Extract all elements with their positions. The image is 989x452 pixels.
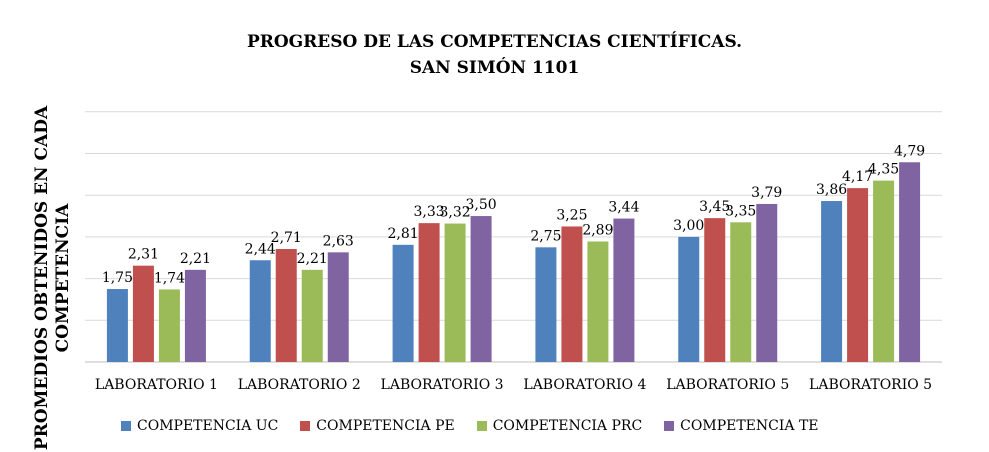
bar bbox=[132, 265, 154, 362]
data-label: 3,50 bbox=[465, 197, 496, 213]
data-label: 4,35 bbox=[868, 162, 899, 178]
x-tick-label: LABORATORIO 1 bbox=[95, 377, 218, 393]
data-label: 2,44 bbox=[245, 241, 276, 257]
legend-swatch bbox=[300, 421, 311, 431]
data-label: 3,79 bbox=[751, 185, 782, 201]
bar bbox=[327, 252, 349, 362]
bar bbox=[756, 203, 778, 362]
data-label: 2,75 bbox=[530, 228, 561, 244]
chart-title-line-2: SAN SIMÓN 1101 bbox=[409, 58, 580, 78]
data-label: 2,31 bbox=[128, 247, 159, 263]
legend: COMPETENCIA UC COMPETENCIA PE COMPETENCIA … bbox=[121, 418, 841, 434]
bar bbox=[249, 260, 271, 362]
data-label: 3,45 bbox=[699, 199, 730, 215]
data-label: 1,75 bbox=[102, 270, 133, 286]
bar bbox=[158, 289, 180, 362]
bar bbox=[678, 236, 700, 362]
legend-label: COMPETENCIA PRC bbox=[492, 418, 643, 434]
data-label: 3,33 bbox=[413, 204, 444, 220]
data-label: 3,86 bbox=[816, 182, 847, 198]
bar bbox=[106, 289, 128, 362]
bar bbox=[444, 223, 466, 362]
x-tick-label: LABORATORIO 2 bbox=[238, 377, 361, 393]
data-label: 2,63 bbox=[323, 233, 354, 249]
bar bbox=[418, 223, 440, 362]
data-label: 1,74 bbox=[154, 270, 185, 286]
bar bbox=[613, 218, 635, 362]
bar bbox=[275, 248, 297, 362]
data-label: 3,44 bbox=[608, 200, 639, 216]
data-label: 3,35 bbox=[725, 203, 756, 219]
bar bbox=[301, 269, 323, 362]
legend-item: COMPETENCIA TE bbox=[664, 418, 819, 434]
legend-swatch bbox=[476, 421, 487, 431]
data-label: 2,21 bbox=[180, 251, 211, 267]
legend-label: COMPETENCIA UC bbox=[137, 418, 279, 434]
data-label: 4,79 bbox=[894, 143, 925, 159]
legend-label: COMPETENCIA TE bbox=[680, 418, 819, 434]
data-label: 2,71 bbox=[271, 230, 302, 246]
bar bbox=[184, 269, 206, 362]
bar bbox=[847, 188, 869, 362]
bar bbox=[704, 218, 726, 362]
bar bbox=[392, 244, 414, 362]
data-label: 4,17 bbox=[842, 169, 873, 185]
x-tick-label: LABORATORIO 5 bbox=[666, 377, 789, 393]
bar bbox=[535, 247, 557, 362]
x-tick-label: LABORATORIO 3 bbox=[381, 377, 504, 393]
legend-swatch bbox=[121, 421, 131, 431]
x-tick-label: LABORATORIO 5 bbox=[809, 377, 932, 393]
legend-item: COMPETENCIA UC bbox=[121, 418, 278, 434]
chart-title-line-1: PROGRESO DE LAS COMPETENCIAS CIENTÍFICAS… bbox=[246, 32, 743, 52]
bar bbox=[873, 180, 895, 362]
bar bbox=[470, 216, 492, 362]
legend-swatch bbox=[664, 421, 675, 431]
data-label: 2,21 bbox=[297, 251, 328, 267]
legend-label: COMPETENCIA PE bbox=[316, 418, 455, 434]
data-label: 3,32 bbox=[439, 205, 470, 221]
data-label: 3,00 bbox=[673, 218, 704, 234]
data-label: 3,25 bbox=[556, 207, 587, 223]
legend-item: COMPETENCIA PRC bbox=[476, 418, 643, 434]
bar bbox=[821, 201, 843, 362]
data-label: 2,89 bbox=[582, 222, 613, 238]
bar bbox=[587, 241, 609, 362]
data-label: 2,81 bbox=[387, 226, 418, 242]
bar bbox=[730, 222, 752, 362]
bar bbox=[899, 162, 921, 362]
legend-item: COMPETENCIA PE bbox=[300, 418, 455, 434]
x-tick-label: LABORATORIO 4 bbox=[523, 377, 646, 393]
bar bbox=[561, 226, 583, 362]
